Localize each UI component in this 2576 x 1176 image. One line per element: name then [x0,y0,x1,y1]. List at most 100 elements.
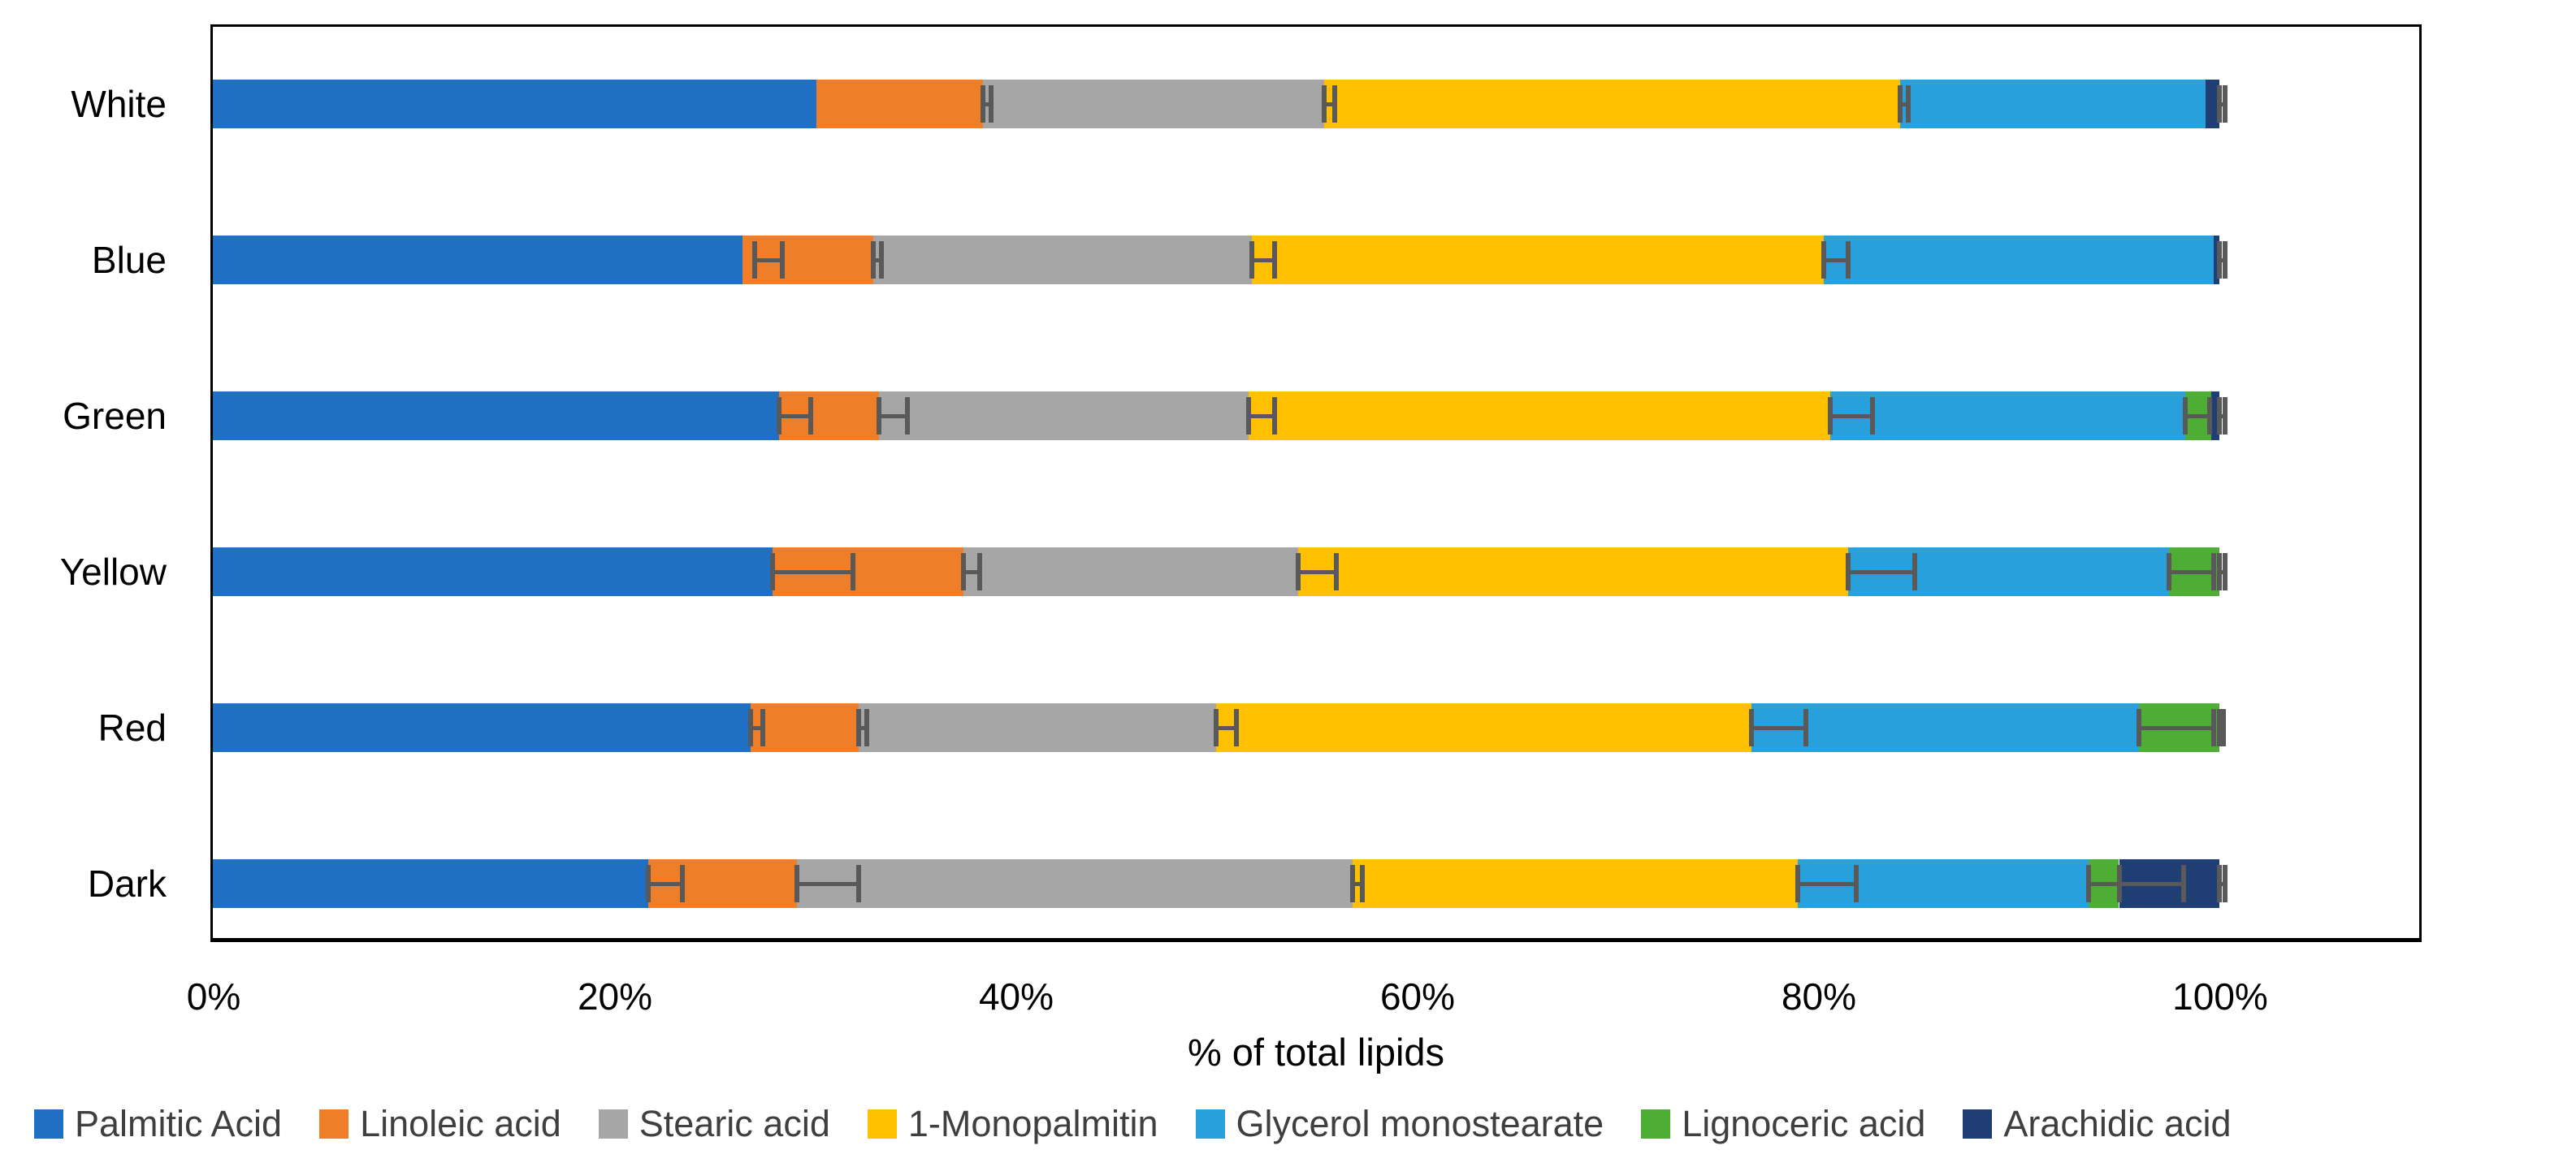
error-bar-start-cap [2086,865,2092,902]
error-bar-line [1216,725,1236,730]
bar-segment [1751,703,2140,752]
error-bar-line [1252,257,1275,262]
bar-segment [816,80,984,128]
legend-item: Arachidic acid [1963,1103,2232,1145]
category-label: Dark [87,863,167,905]
x-tick-label: 20% [577,975,653,1018]
error-bar-start-cap [1214,709,1219,746]
bar-segment [213,80,817,128]
legend: Palmitic Acid Linoleic acid Stearic acid 1-… [34,1103,2561,1145]
error-bar-start-cap [1249,241,1255,279]
x-axis-title: % of total lipids [1187,1031,1445,1074]
bar-segment [1248,391,1830,440]
error-bar-end-cap [2210,553,2216,590]
error-bar-start-cap [981,85,986,123]
error-bar-line [647,881,682,886]
error-bar-end-cap [1906,85,1911,123]
error-bar-line [778,413,812,418]
x-tick-label: 0% [186,975,241,1018]
error-bar-line [2169,569,2214,574]
error-bar-line [2139,725,2214,730]
x-tick-label: 60% [1379,975,1456,1018]
bar-segment [1352,859,1799,908]
error-bar-end-cap [864,709,870,746]
error-bar-end-cap [760,709,765,746]
category-label: Yellow [59,551,167,593]
error-bar-line [1298,569,1337,574]
bar-segment [213,547,773,596]
bar-segment [859,703,1216,752]
error-bar-end-cap [1803,709,1809,746]
error-bar-end-cap [2223,85,2228,123]
legend-label: Palmitic Acid [75,1103,283,1144]
error-bar-end-cap [1869,397,1875,435]
error-bar-start-cap [751,241,757,279]
legend-swatch [34,1109,63,1139]
bar-segment [963,547,1299,596]
error-bar-start-cap [1749,709,1755,746]
error-bar-line [1824,257,1849,262]
error-bar-end-cap [2223,865,2228,902]
error-bar-end-cap [1271,241,1277,279]
error-bar-start-cap [1349,865,1355,902]
error-bar-end-cap [679,865,685,902]
legend-label: Lignoceric acid [1682,1103,1926,1144]
legend-item: Stearic acid [598,1103,830,1145]
bar-segment [213,236,743,284]
bar-segment [213,703,751,752]
error-bar-start-cap [2217,709,2222,746]
bar-row-green [213,391,2419,440]
legend-item: Lignoceric acid [1641,1103,1925,1145]
error-bar-end-cap [1911,553,1917,590]
error-bar-start-cap [1296,553,1301,590]
error-bar-line [859,725,868,730]
error-bar-line [2119,881,2184,886]
error-bar-start-cap [2217,241,2222,279]
bar-segment [2211,391,2219,440]
error-bar-start-cap [2217,865,2222,902]
bar-segment [872,236,1253,284]
error-bar-end-cap [1360,865,1366,902]
error-bar-end-cap [1853,865,1859,902]
error-bar-start-cap [2217,397,2222,435]
error-bar-line [1324,102,1335,106]
legend-label: Linoleic acid [360,1103,561,1144]
error-bar-line [1848,569,1915,574]
error-bar-line [750,725,763,730]
legend-swatch [319,1109,349,1139]
error-bar-end-cap [2223,241,2228,279]
bar-segment [2205,80,2219,128]
error-bar-end-cap [2223,553,2228,590]
error-bar-line [963,569,980,574]
legend-label: Glycerol monostearate [1236,1103,1604,1144]
error-bar-end-cap [850,553,855,590]
error-bar-end-cap [780,241,786,279]
error-bar-line [2219,257,2226,262]
x-tick-label: 40% [978,975,1054,1018]
error-bar-line [754,257,783,262]
error-bar-line [1751,725,1807,730]
error-bar-line [1900,102,1909,106]
legend-item: Palmitic Acid [34,1103,282,1145]
legend-swatch [1963,1109,1993,1139]
error-bar-line [1352,881,1363,886]
error-bar-start-cap [747,709,753,746]
error-bar-start-cap [1827,397,1833,435]
error-bar-end-cap [808,397,814,435]
error-bar-start-cap [770,553,776,590]
error-bar-start-cap [1821,241,1827,279]
error-bar-line [2219,881,2226,886]
error-bar-end-cap [1846,241,1851,279]
legend-item: 1-Monopalmitin [867,1103,1158,1145]
error-bar-line [2219,102,2226,106]
error-bar-start-cap [1795,865,1801,902]
bar-row-blue [213,236,2419,284]
error-bar-line [2219,569,2226,574]
legend-label: 1-Monopalmitin [907,1103,1158,1144]
bar-segment [1829,391,2185,440]
category-label: White [71,83,167,125]
bar-segment [2213,236,2219,284]
error-bar-end-cap [2206,397,2212,435]
bar-segment [1900,80,2206,128]
